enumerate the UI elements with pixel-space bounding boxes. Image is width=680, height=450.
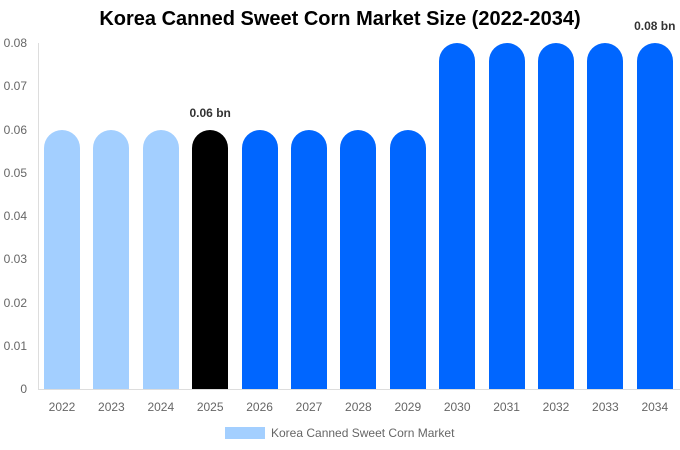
x-tick-label: 2032	[542, 400, 570, 414]
x-tick-label: 2024	[147, 400, 175, 414]
y-tick-label: 0.04	[3, 209, 27, 223]
legend-swatch	[225, 427, 265, 439]
x-tick-label: 2030	[443, 400, 471, 414]
legend-label: Korea Canned Sweet Corn Market	[271, 426, 455, 440]
y-tick-label: 0.07	[3, 79, 27, 94]
chart-title: Korea Canned Sweet Corn Market Size (202…	[99, 8, 581, 30]
x-tick-label: 2033	[592, 400, 619, 414]
x-tick-label: 2026	[246, 400, 273, 414]
x-tick-label: 2027	[295, 400, 323, 414]
x-tick-label: 2025	[196, 400, 224, 414]
bar-2028[interactable]	[340, 129, 377, 389]
y-tick-label: 0.06	[3, 122, 27, 137]
bar-2032[interactable]	[538, 43, 574, 389]
bar-2031[interactable]	[488, 43, 525, 389]
x-tick-label: 2031	[493, 400, 520, 414]
bar-2029[interactable]	[389, 129, 426, 389]
x-tick-label: 2022	[48, 400, 76, 414]
y-tick-label: 0	[20, 382, 27, 396]
y-tick-label: 0.03	[3, 252, 27, 267]
legend: Korea Canned Sweet Corn Market	[225, 426, 454, 440]
bar-2023[interactable]	[93, 129, 130, 389]
x-axis-line	[38, 389, 680, 390]
bar-2030[interactable]	[439, 43, 476, 389]
x-tick-label: 2023	[98, 400, 125, 414]
bar-2026[interactable]	[241, 129, 278, 389]
bar-2034[interactable]	[636, 43, 673, 389]
bar-2027[interactable]	[291, 129, 327, 389]
y-tick-label: 0.01	[3, 338, 27, 353]
x-tick-label: 2028	[345, 400, 372, 414]
bar-2025[interactable]	[192, 129, 229, 389]
x-tick-label: 2029	[394, 400, 422, 414]
bar-2022[interactable]	[44, 129, 80, 389]
y-tick-label: 0.05	[3, 165, 27, 180]
y-axis-line	[38, 43, 39, 389]
bar-2024[interactable]	[142, 129, 179, 389]
y-tick-label: 0.02	[3, 295, 27, 310]
y-tick-label: 0.08	[3, 36, 27, 50]
bar-2033[interactable]	[587, 43, 624, 389]
data-label-2025: 0.06 bn	[189, 105, 231, 120]
data-label-2034: 0.08 bn	[634, 19, 676, 33]
x-tick-label: 2034	[641, 400, 669, 414]
